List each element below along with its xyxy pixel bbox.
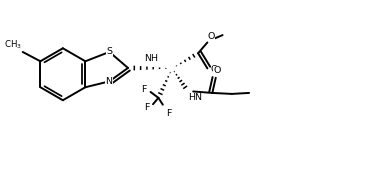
Text: F: F [144, 103, 150, 112]
Text: O: O [211, 65, 218, 74]
Text: N: N [105, 77, 112, 86]
Text: HN: HN [188, 93, 202, 102]
Text: CH$_3$: CH$_3$ [4, 39, 22, 52]
Text: F: F [166, 109, 171, 118]
Text: NH: NH [144, 54, 158, 63]
Text: S: S [107, 47, 113, 56]
Text: F: F [141, 85, 147, 94]
Text: O: O [213, 66, 220, 75]
Text: O: O [208, 33, 215, 41]
